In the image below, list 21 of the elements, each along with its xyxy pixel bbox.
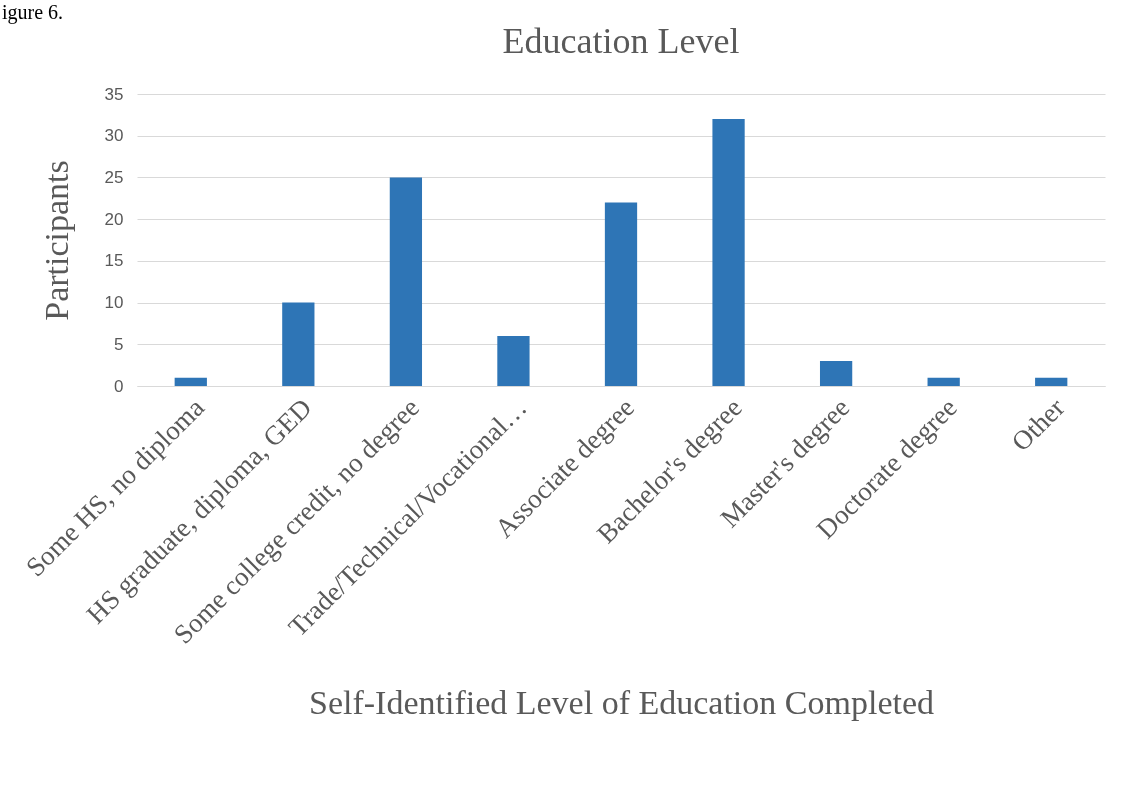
y-tick-label: 0 bbox=[114, 376, 124, 396]
y-tick-label: 30 bbox=[104, 126, 124, 146]
bar bbox=[389, 177, 423, 386]
bar bbox=[497, 335, 530, 386]
y-tick-label: 35 bbox=[104, 84, 124, 104]
y-tick-label: 20 bbox=[104, 209, 124, 229]
text: igure 6. bbox=[2, 1, 64, 23]
y-tick-label: 5 bbox=[114, 334, 124, 354]
y-tick-label: 25 bbox=[104, 167, 124, 187]
y-axis-title: Participants bbox=[37, 160, 75, 321]
bar bbox=[819, 360, 853, 386]
y-tick-label: 10 bbox=[104, 293, 124, 313]
x-axis-title: Self-Identified Level of Education Completed bbox=[308, 683, 935, 721]
bar bbox=[282, 302, 315, 386]
bar bbox=[927, 377, 960, 386]
bar bbox=[604, 202, 638, 386]
y-tick-label: 15 bbox=[104, 251, 124, 271]
bar bbox=[1035, 377, 1068, 386]
chart-title: Education Level bbox=[502, 21, 740, 61]
bar bbox=[712, 119, 745, 386]
bar bbox=[174, 377, 207, 386]
